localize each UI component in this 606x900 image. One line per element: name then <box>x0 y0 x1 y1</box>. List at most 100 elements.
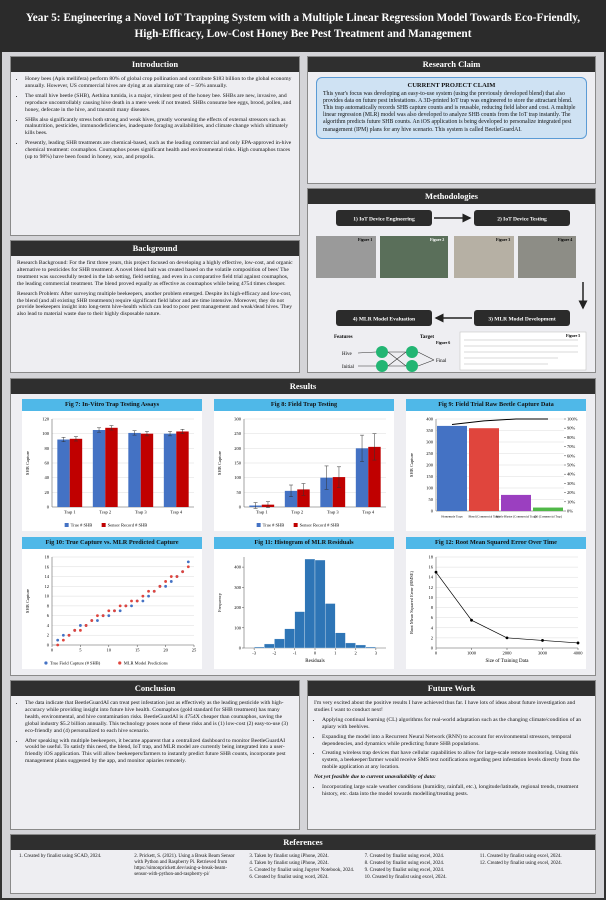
point <box>79 628 82 632</box>
error-bar <box>73 436 78 442</box>
x-tick-label: 25 <box>192 648 197 653</box>
legend-label: Sensor Record # SHB <box>300 523 340 528</box>
bar <box>140 433 154 507</box>
point <box>164 580 168 583</box>
bar <box>69 438 83 507</box>
point <box>101 614 105 618</box>
x-tick-label: Trap 3 <box>327 510 339 515</box>
y-axis-label: SHB Capture <box>217 451 222 475</box>
y-tick-label: 8 <box>431 605 434 610</box>
reference: 5. Created by finalist using Jupyter Not… <box>249 868 355 873</box>
y-tick-label: 150 <box>426 474 434 479</box>
node <box>406 360 418 372</box>
y-tick-label: 16 <box>429 565 434 570</box>
section-heading: Background <box>11 241 299 256</box>
section-heading: References <box>11 835 595 850</box>
bullet: After speaking with multiple beekeepers,… <box>25 738 293 766</box>
connections <box>357 351 435 367</box>
y-tick-label: 300 <box>426 440 434 445</box>
bar <box>264 643 275 649</box>
figure-label: Figure 5 <box>566 333 580 338</box>
x-tick-label: 3 <box>375 651 378 656</box>
point <box>107 609 111 613</box>
x-tick-label: 4000 <box>574 651 584 656</box>
point <box>186 565 190 569</box>
y-tick-label: 300 <box>234 417 242 422</box>
point <box>169 575 173 578</box>
bar <box>332 477 346 507</box>
figure-label: Figure 4 <box>558 237 572 242</box>
y-tick-label: 0 <box>239 646 242 651</box>
y-tick-label: 2 <box>47 633 49 638</box>
legend-label: Sensor Record # SHB <box>108 523 148 528</box>
reference: 9. Created by finalist using excel, 2024… <box>364 868 445 873</box>
y-tick-label: 0 <box>431 509 434 514</box>
x-axis-label: Residuals <box>305 659 324 664</box>
bar <box>335 632 346 649</box>
point <box>61 633 65 637</box>
point <box>141 599 145 603</box>
x-axis-label: Size of Training Data <box>486 659 530 664</box>
references-section: References 1. Created by finalist using … <box>10 834 596 894</box>
node <box>376 346 388 358</box>
bullet: Honey bees (Apis mellifera) perform 80% … <box>25 76 293 90</box>
method-diagram: 1) IoT Device Engineering 2) IoT Device … <box>316 210 588 372</box>
x-tick-label: 1 <box>334 651 336 656</box>
y2-tick-label: 50% <box>567 463 576 468</box>
diagram-label: Initial <box>342 365 355 370</box>
point <box>56 643 60 647</box>
legend-swatch <box>64 523 69 527</box>
y-tick-label: 100 <box>426 486 434 491</box>
figure-title: Fig 7: In-Vitro Trap Testing Assays <box>22 399 202 411</box>
figure-label: Figure 1 <box>358 237 372 242</box>
point <box>118 609 122 613</box>
step-box <box>474 310 570 326</box>
x-tick-label: Trap 1 <box>64 510 76 515</box>
marker <box>505 636 509 640</box>
figure-panel: Fig 8: Field Trap Testing 0 50 100 150 200 250… <box>214 399 394 531</box>
y-axis-label: SHB Capture <box>25 451 30 475</box>
x-tick-label: 15 <box>135 648 140 653</box>
table-lines <box>464 339 578 365</box>
diagram-label: Final <box>436 359 447 364</box>
point <box>61 638 65 642</box>
bar <box>533 507 563 511</box>
x-tick-label: 0 <box>51 648 54 653</box>
point <box>158 584 162 588</box>
bullet: Incorporating large scale weather condit… <box>322 784 589 798</box>
legend-swatch <box>118 661 122 665</box>
figure-label: Figure 6 <box>436 340 450 345</box>
error-bar <box>132 430 137 436</box>
step-box <box>336 210 432 226</box>
bar <box>163 433 177 507</box>
point <box>181 570 185 574</box>
figure-image <box>518 236 576 278</box>
y2-tick-label: 60% <box>567 453 576 458</box>
point <box>130 604 133 608</box>
x-tick-label: Oil (Commercial Trap) <box>534 515 562 519</box>
bar <box>345 642 356 649</box>
error-bar <box>253 502 258 509</box>
diagram-label: Features <box>334 335 353 340</box>
point <box>79 624 82 627</box>
figure-image <box>380 236 448 278</box>
reference: 11. Created by finalist using excel, 202… <box>479 854 562 859</box>
point <box>113 609 116 613</box>
step-box <box>336 310 432 326</box>
y-tick-label: 150 <box>234 461 242 466</box>
y-tick-label: 14 <box>45 574 50 579</box>
point <box>107 614 111 618</box>
legend-swatch <box>44 661 48 665</box>
y-tick-label: 100 <box>234 625 242 630</box>
claim-text: This year's focus was developing an easy… <box>323 91 576 133</box>
y2-tick-label: 80% <box>567 435 576 440</box>
y-tick-label: 350 <box>426 428 434 433</box>
point <box>96 614 99 618</box>
point <box>164 584 168 588</box>
point <box>186 560 190 564</box>
bar <box>314 559 326 649</box>
figure-title: Fig 11: Histogram of MLR Residuals <box>214 537 394 549</box>
error-bar <box>180 429 185 434</box>
y-tick-label: 100 <box>234 475 242 480</box>
figure-panel: Fig 12: Root Mean Squared Error Over Tim… <box>406 537 586 669</box>
